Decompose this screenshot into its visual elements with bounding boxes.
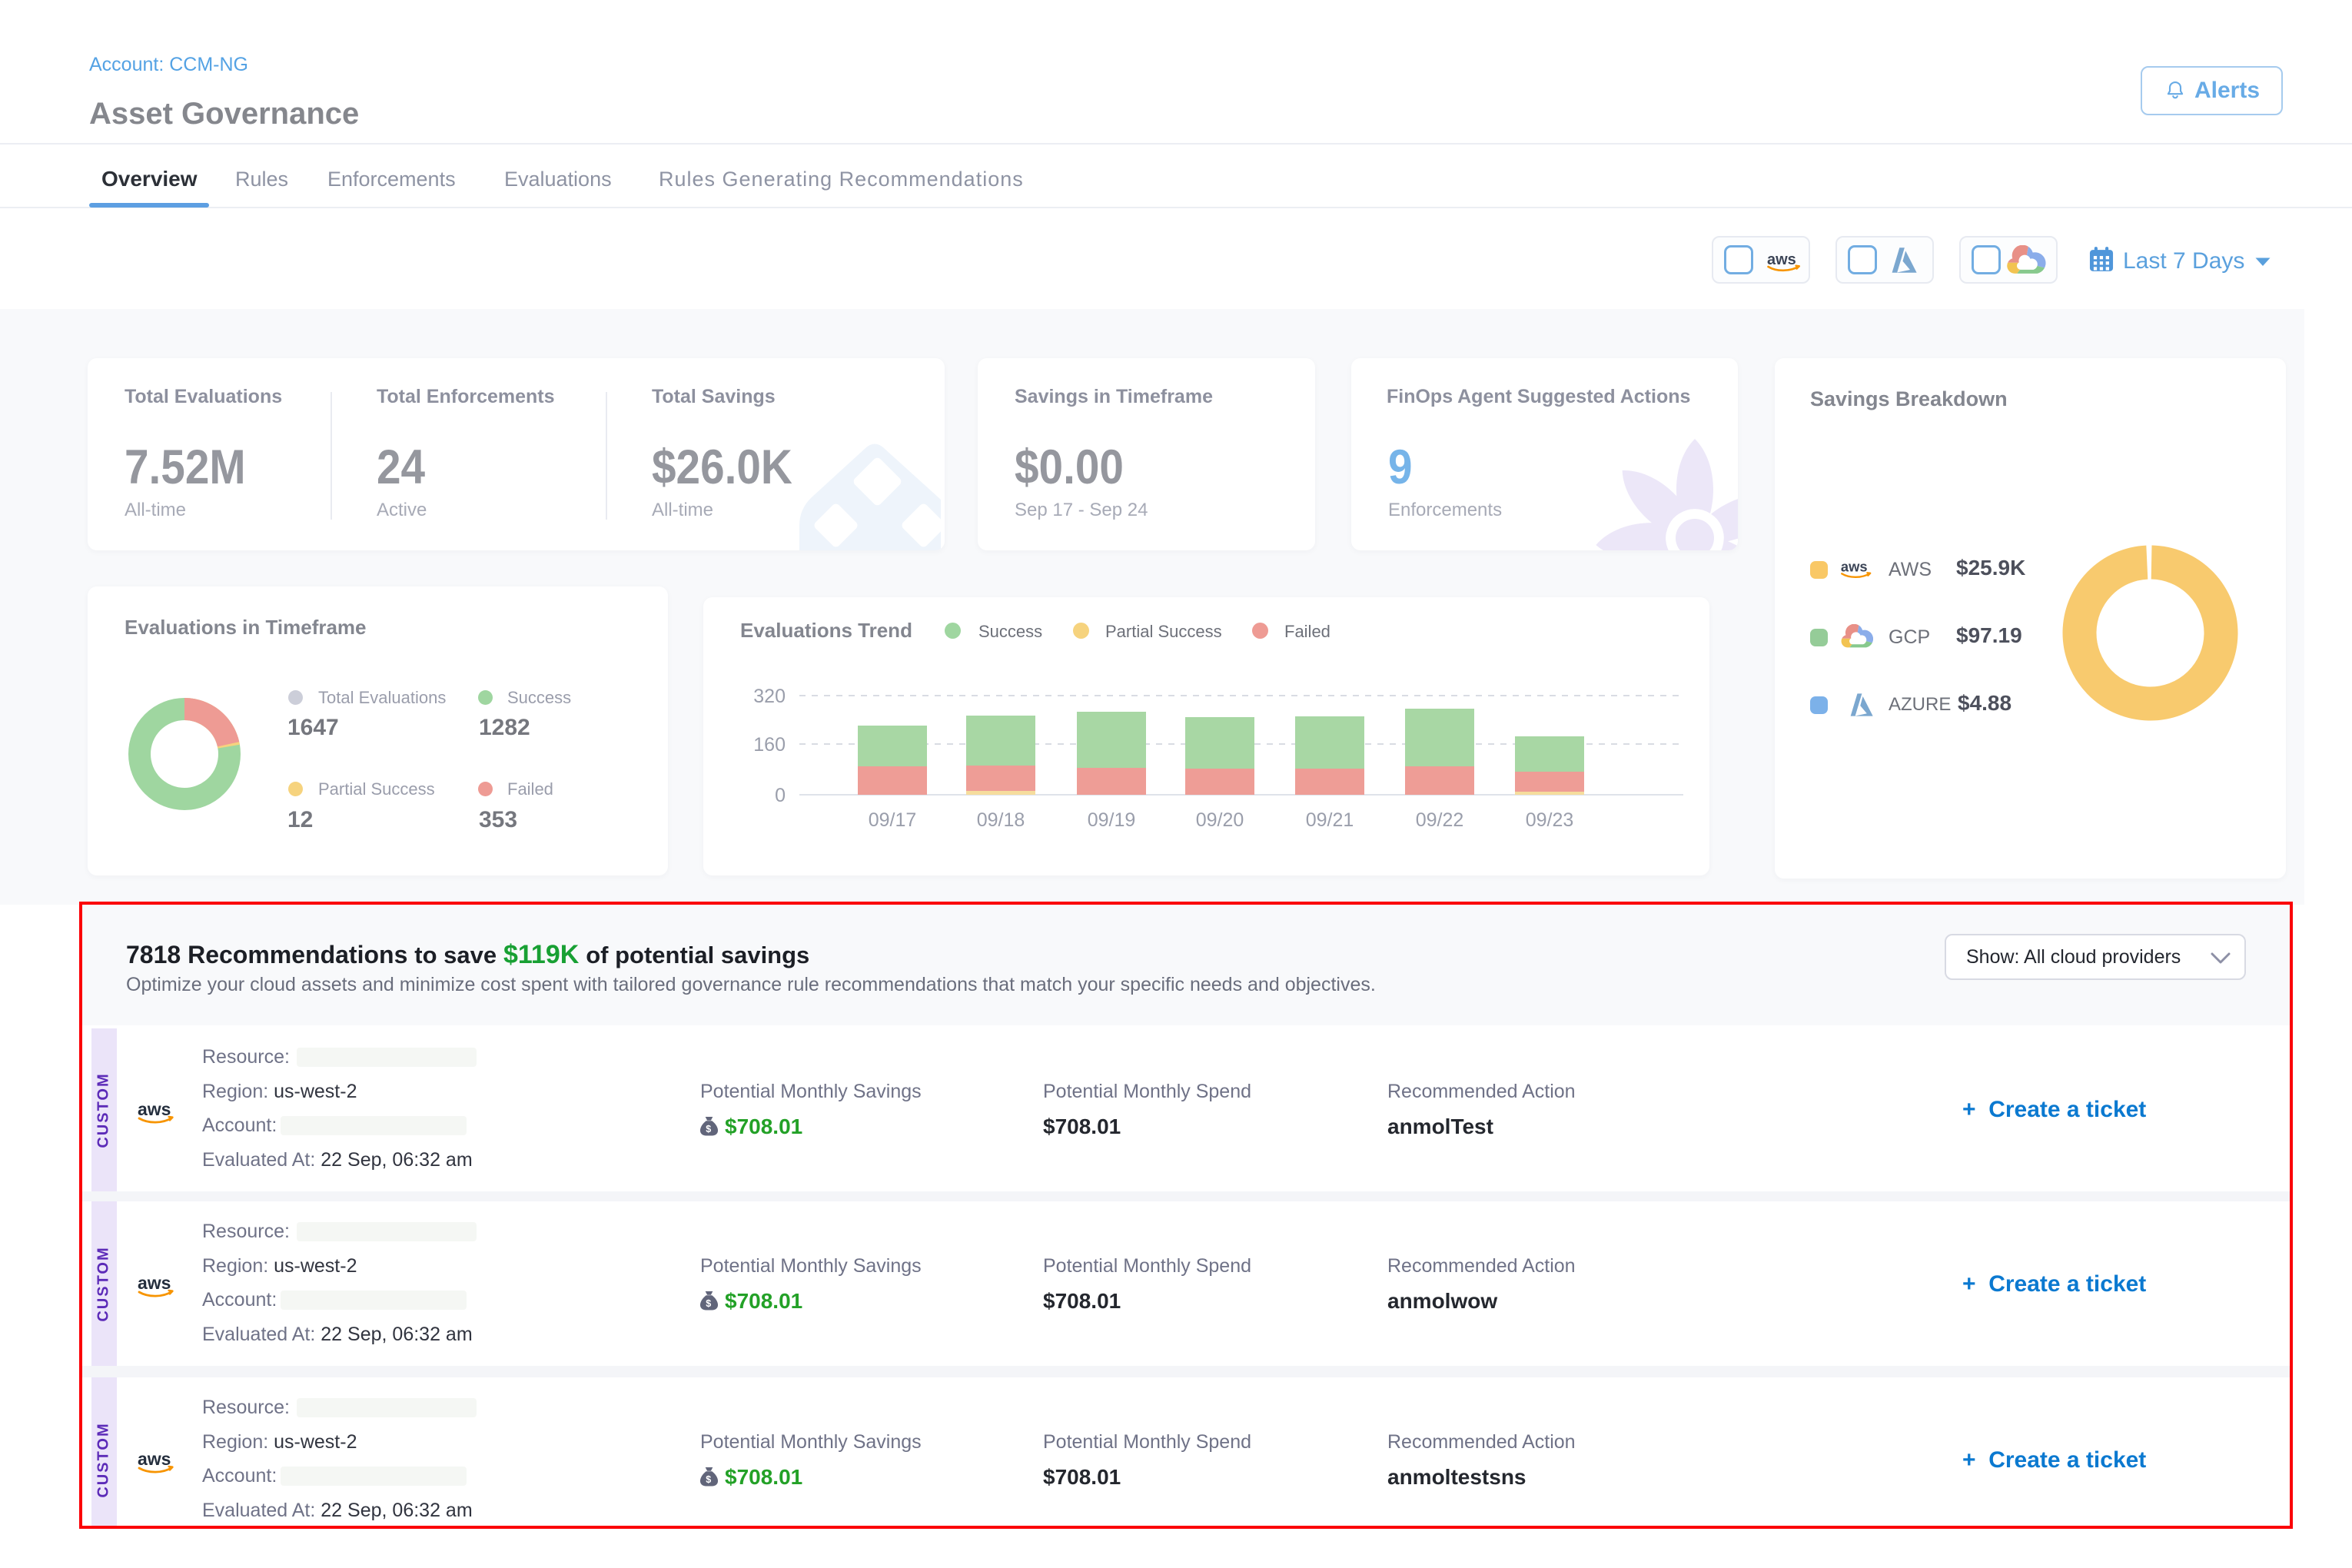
svg-text:aws: aws <box>1841 559 1868 575</box>
svg-text:aws: aws <box>138 1099 171 1119</box>
svg-text:aws: aws <box>1767 251 1796 268</box>
svg-text:$: $ <box>706 1298 711 1309</box>
svg-text:aws: aws <box>138 1449 171 1469</box>
svg-text:$: $ <box>706 1474 711 1485</box>
svg-text:$: $ <box>706 1124 711 1134</box>
svg-text:aws: aws <box>138 1273 171 1293</box>
